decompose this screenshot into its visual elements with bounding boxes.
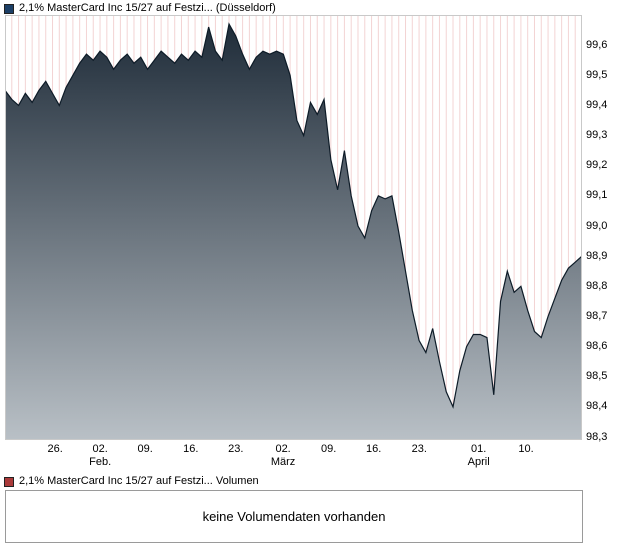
x-tick-label: 23. (411, 443, 427, 455)
y-tick-label: 99,3 (586, 129, 608, 142)
y-tick-label: 99,4 (586, 98, 608, 111)
y-tick-label: 98,6 (586, 340, 608, 353)
x-tick-label: 09. (137, 443, 153, 455)
volume-series-marker-icon (4, 476, 14, 487)
y-tick-label: 99,6 (586, 38, 608, 51)
volume-series-legend: 2,1% MasterCard Inc 15/27 auf Festzi... … (4, 476, 259, 487)
y-tick-label: 99,2 (586, 159, 608, 172)
price-series-marker-icon (4, 3, 14, 14)
y-tick-label: 98,7 (586, 309, 608, 322)
price-series-legend: 2,1% MasterCard Inc 15/27 auf Festzi... … (4, 3, 276, 14)
x-tick-label: 16. (366, 443, 382, 455)
volume-empty-message: keine Volumendaten vorhanden (202, 509, 386, 524)
y-tick-label: 99,5 (586, 68, 608, 81)
x-tick-label: 26. (47, 443, 63, 455)
y-tick-label: 98,8 (586, 279, 608, 292)
y-tick-label: 98,5 (586, 370, 608, 383)
y-tick-label: 98,9 (586, 249, 608, 262)
y-tick-label: 99,0 (586, 219, 608, 232)
volume-empty-box: keine Volumendaten vorhanden (5, 490, 583, 543)
y-tick-label: 99,1 (586, 189, 608, 202)
price-series-label: 2,1% MasterCard Inc 15/27 auf Festzi... … (19, 2, 276, 14)
x-month-label: März (270, 456, 296, 468)
volume-series-label: 2,1% MasterCard Inc 15/27 auf Festzi... … (19, 475, 259, 487)
y-tick-label: 98,4 (586, 400, 608, 413)
x-tick-label: 01. (471, 443, 487, 455)
price-chart-plot[interactable] (5, 15, 582, 440)
x-tick-label: 02. (275, 443, 291, 455)
x-tick-label: 23. (228, 443, 244, 455)
x-tick-label: 09. (321, 443, 337, 455)
x-tick-label: 10. (518, 443, 534, 455)
x-tick-label: 02. (92, 443, 108, 455)
price-plot-svg[interactable] (5, 15, 582, 440)
x-tick-label: 16. (183, 443, 199, 455)
x-month-label: April (467, 456, 490, 468)
y-tick-label: 98,3 (586, 430, 608, 443)
x-month-label: Feb. (89, 456, 112, 468)
